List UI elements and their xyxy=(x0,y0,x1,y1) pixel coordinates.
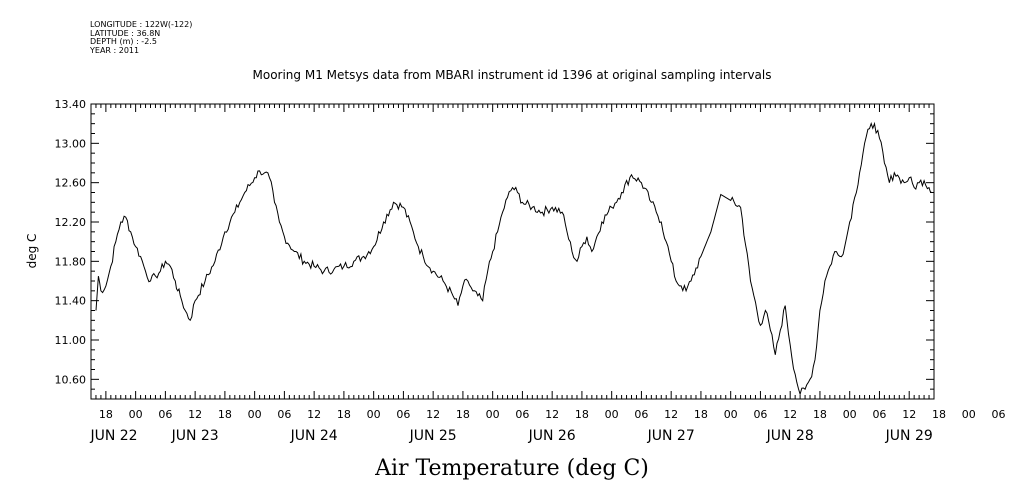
date-label: JUN 28 xyxy=(766,428,814,444)
x-tick-label: 06 xyxy=(753,408,767,421)
x-tick-label: 00 xyxy=(962,408,976,421)
chart-title: Mooring M1 Metsys data from MBARI instru… xyxy=(253,68,772,82)
x-tick-label: 06 xyxy=(991,408,1005,421)
x-tick-label: 12 xyxy=(188,408,202,421)
date-label: JUN 24 xyxy=(290,428,338,444)
y-tick-labels: 10.60 11.00 11.40 11.80 12.20 12.60 13.00 13.40 xyxy=(55,98,87,386)
x-tick-label: 12 xyxy=(783,408,797,421)
x-tick-label: 18 xyxy=(337,408,351,421)
y-tick-label: 11.40 xyxy=(55,295,87,308)
x-tick-label: 00 xyxy=(843,408,857,421)
x-tick-label: 18 xyxy=(456,408,470,421)
x-tick-label: 18 xyxy=(218,408,232,421)
x-tick-label: 18 xyxy=(575,408,589,421)
year-label: YEAR : 2011 xyxy=(90,45,140,55)
y-tick-label: 11.80 xyxy=(55,255,87,268)
y-tick-label: 10.60 xyxy=(55,373,87,386)
date-label: JUN 26 xyxy=(528,428,576,444)
x-axis-label: Air Temperature (deg C) xyxy=(374,456,649,481)
x-tick-label: 12 xyxy=(307,408,321,421)
x-tick-label: 18 xyxy=(694,408,708,421)
x-tick-label: 06 xyxy=(634,408,648,421)
y-tick-label: 13.40 xyxy=(55,98,87,111)
y-axis-label: deg C xyxy=(25,234,39,269)
x-tick-label: 12 xyxy=(426,408,440,421)
x-tick-label: 00 xyxy=(486,408,500,421)
latitude-label: LATITUDE : 36.8N xyxy=(90,28,161,38)
y-tick-label: 13.00 xyxy=(55,137,87,150)
series-line xyxy=(95,121,932,396)
date-labels: JUN 22 JUN 23 JUN 24 JUN 25 JUN 26 JUN 27 JUN … xyxy=(89,428,932,444)
x-tick-label: 06 xyxy=(515,408,529,421)
y-tick-label: 12.60 xyxy=(55,177,87,190)
x-tick-label: 12 xyxy=(545,408,559,421)
longitude-label: LONGITUDE : 122W(-122) xyxy=(90,20,193,29)
x-tick-label: 06 xyxy=(158,408,172,421)
x-tick-label: 06 xyxy=(396,408,410,421)
x-tick-label: 18 xyxy=(813,408,827,421)
date-label: JUN 22 xyxy=(89,428,137,444)
x-tick-label: 00 xyxy=(605,408,619,421)
date-label: JUN 23 xyxy=(171,428,219,444)
y-tick-label: 12.20 xyxy=(55,216,87,229)
y-tick-label: 11.00 xyxy=(55,334,87,347)
x-tick-label: 00 xyxy=(724,408,738,421)
x-tick-label: 18 xyxy=(99,408,113,421)
date-label: JUN 25 xyxy=(409,428,457,444)
x-tick-label: 18 xyxy=(932,408,946,421)
x-tick-label: 00 xyxy=(129,408,143,421)
x-tick-labels: 18 00 06 12 18 00 06 12 18 00 06 12 18 00 06 12 18 00 06 12… xyxy=(99,408,1006,421)
date-label: JUN 29 xyxy=(885,428,933,444)
date-label: JUN 27 xyxy=(647,428,695,444)
x-tick-label: 12 xyxy=(902,408,916,421)
axis-ticks xyxy=(90,103,935,400)
metadata-block: LONGITUDE : 122W(-122) LATITUDE : 36.8N … xyxy=(90,20,193,55)
depth-label: DEPTH (m) : -2.5 xyxy=(90,37,157,46)
x-tick-label: 06 xyxy=(872,408,886,421)
x-tick-label: 12 xyxy=(664,408,678,421)
x-tick-label: 00 xyxy=(248,408,262,421)
x-tick-label: 00 xyxy=(367,408,381,421)
x-tick-label: 06 xyxy=(277,408,291,421)
